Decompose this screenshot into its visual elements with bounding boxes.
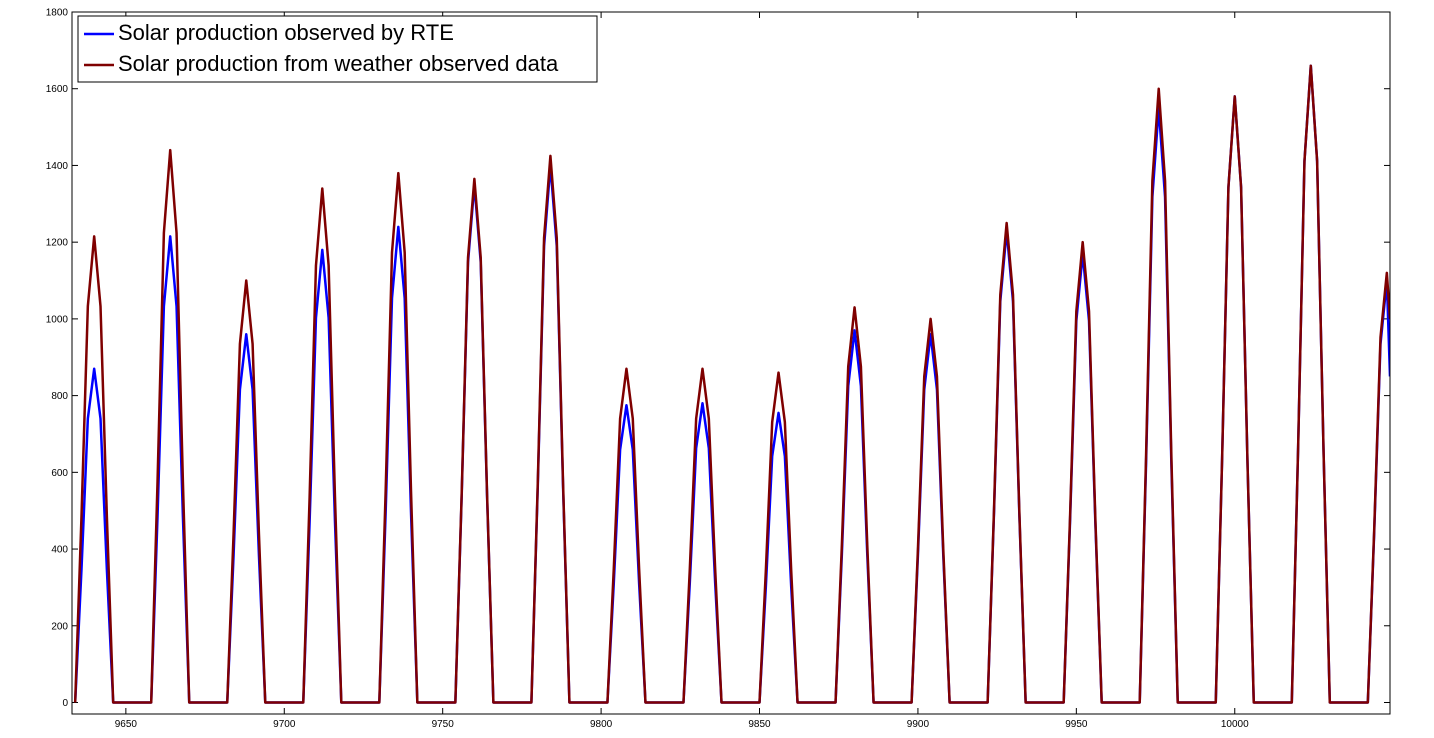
x-tick-label: 10000 bbox=[1221, 719, 1249, 730]
legend-box bbox=[77, 15, 598, 83]
legend-label: Solar production from weather observed d… bbox=[118, 51, 559, 76]
y-tick-label: 1400 bbox=[46, 161, 69, 172]
y-tick-label: 1000 bbox=[46, 314, 69, 325]
x-tick-label: 9850 bbox=[748, 719, 771, 730]
y-tick-label: 0 bbox=[62, 698, 68, 709]
x-tick-label: 9700 bbox=[273, 719, 296, 730]
y-tick-label: 400 bbox=[51, 545, 68, 556]
data-line bbox=[73, 64, 1390, 704]
legend-label: Solar production observed by RTE bbox=[118, 20, 454, 45]
y-tick-label: 200 bbox=[51, 621, 68, 632]
y-tick-label: 1200 bbox=[46, 238, 69, 249]
plot-area bbox=[72, 12, 1390, 714]
x-tick-label: 9900 bbox=[907, 719, 930, 730]
plot-frame bbox=[71, 11, 1391, 715]
x-tick-label: 9950 bbox=[1065, 719, 1088, 730]
y-tick-label: 800 bbox=[51, 391, 68, 402]
x-tick-label: 9750 bbox=[432, 719, 455, 730]
y-tick-label: 600 bbox=[51, 468, 68, 479]
x-tick-label: 9650 bbox=[115, 719, 138, 730]
x-tick-label: 9800 bbox=[590, 719, 613, 730]
y-tick-label: 1800 bbox=[46, 8, 69, 19]
y-tick-label: 1600 bbox=[46, 84, 69, 95]
